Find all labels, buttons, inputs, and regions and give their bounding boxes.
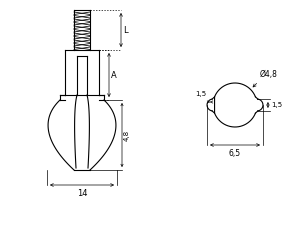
Text: 14: 14 <box>77 189 87 198</box>
Text: A: A <box>111 70 117 79</box>
Text: 6,5: 6,5 <box>229 149 241 158</box>
Text: 4,8: 4,8 <box>124 129 130 141</box>
Text: Ø4,8: Ø4,8 <box>260 70 278 79</box>
Text: 1,5: 1,5 <box>271 102 282 108</box>
Text: 1,5: 1,5 <box>195 91 206 97</box>
Text: L: L <box>123 25 127 35</box>
